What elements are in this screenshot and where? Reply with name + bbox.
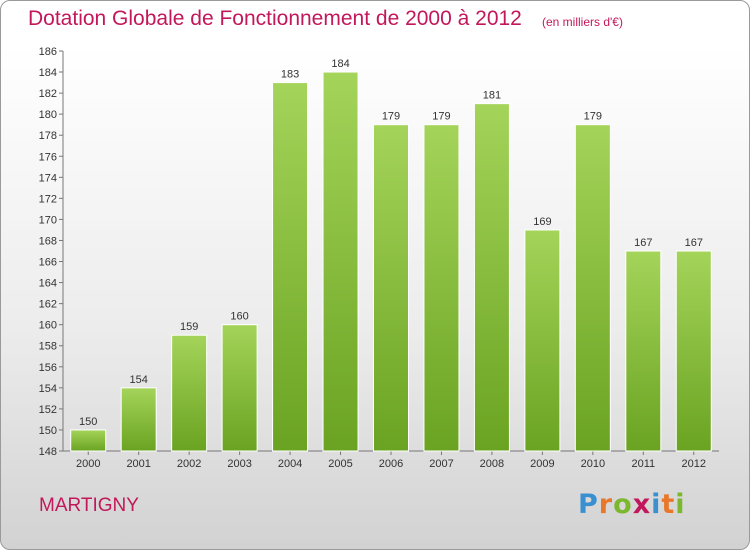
bar xyxy=(171,334,208,452)
chart-bars xyxy=(70,71,712,452)
bar-value-label: 169 xyxy=(533,216,551,228)
y-tick-label: 170 xyxy=(39,214,57,226)
chart-title: Dotation Globale de Fonctionnement de 20… xyxy=(28,7,522,30)
bar-chart: 148 150 152 154 156 158 160 162 164 166 168 170 172 1… xyxy=(39,46,719,470)
bar-value-label: 179 xyxy=(432,111,450,123)
x-tick-label: 2011 xyxy=(631,458,655,470)
y-tick-label: 156 xyxy=(39,362,57,374)
x-tick-label: 2012 xyxy=(682,458,706,470)
logo-letter: t xyxy=(661,489,676,520)
y-tick-label: 160 xyxy=(39,320,57,332)
bar xyxy=(322,71,359,452)
bar xyxy=(524,229,561,452)
proxiti-logo: Proxiti xyxy=(578,489,686,520)
bar-value-label: 181 xyxy=(483,90,501,102)
bar-value-label: 154 xyxy=(130,374,148,386)
y-tick-label: 178 xyxy=(39,130,57,142)
bar xyxy=(70,429,107,452)
x-tick-label: 2004 xyxy=(278,458,302,470)
bar xyxy=(272,82,309,452)
y-tick-label: 172 xyxy=(39,193,57,205)
x-tick-label: 2008 xyxy=(480,458,504,470)
x-tick-label: 2002 xyxy=(177,458,201,470)
bar xyxy=(423,124,460,452)
logo-letter: x xyxy=(632,489,652,520)
bar-value-label: 150 xyxy=(79,416,97,428)
x-tick-label: 2007 xyxy=(429,458,453,470)
bar xyxy=(675,250,712,452)
y-tick-label: 158 xyxy=(39,341,57,353)
bar-value-label: 160 xyxy=(230,311,248,323)
x-tick-label: 2001 xyxy=(126,458,150,470)
y-tick-label: 168 xyxy=(39,235,57,247)
bar xyxy=(373,124,409,452)
bar xyxy=(574,124,611,452)
y-tick-label: 184 xyxy=(39,67,57,79)
logo-letter: P xyxy=(578,489,599,520)
x-tick-label: 2003 xyxy=(227,458,251,470)
y-tick-label: 150 xyxy=(39,425,57,437)
bar-value-label: 184 xyxy=(331,58,349,70)
y-tick-label: 166 xyxy=(39,257,57,269)
bar xyxy=(221,324,258,452)
y-tick-label: 162 xyxy=(39,299,57,311)
bar xyxy=(120,387,157,452)
bar-value-label: 167 xyxy=(634,237,652,249)
y-tick-label: 176 xyxy=(39,151,57,163)
chart-subtitle: (en milliers d'€) xyxy=(542,15,623,29)
logo-letter: o xyxy=(613,489,633,520)
bar xyxy=(625,250,662,452)
x-tick-label: 2010 xyxy=(581,458,605,470)
x-tick-label: 2000 xyxy=(76,458,100,470)
x-tick-label: 2009 xyxy=(530,458,554,470)
y-tick-label: 152 xyxy=(39,404,57,416)
y-tick-label: 154 xyxy=(39,383,57,395)
x-tick-label: 2006 xyxy=(379,458,403,470)
city-name: MARTIGNY xyxy=(39,495,139,516)
bar-value-label: 179 xyxy=(382,111,400,123)
y-tick-label: 186 xyxy=(39,46,57,58)
y-tick-label: 180 xyxy=(39,109,57,121)
bar-value-label: 183 xyxy=(281,69,299,81)
bar-value-label: 179 xyxy=(584,111,602,123)
bar-value-label: 167 xyxy=(685,237,703,249)
y-tick-label: 164 xyxy=(39,278,57,290)
bar-value-label: 159 xyxy=(180,321,198,333)
bar xyxy=(473,103,510,452)
logo-letter: i xyxy=(651,489,662,520)
logo-letter: r xyxy=(598,489,614,520)
chart-data-labels: 150 154 159 160 183 184 179 179 181 169 179 167 167 xyxy=(79,58,703,428)
logo-letter: i xyxy=(675,489,686,520)
y-tick-label: 182 xyxy=(39,88,57,100)
y-tick-label: 174 xyxy=(39,172,57,184)
x-tick-label: 2005 xyxy=(328,458,352,470)
y-tick-label: 148 xyxy=(39,446,57,458)
